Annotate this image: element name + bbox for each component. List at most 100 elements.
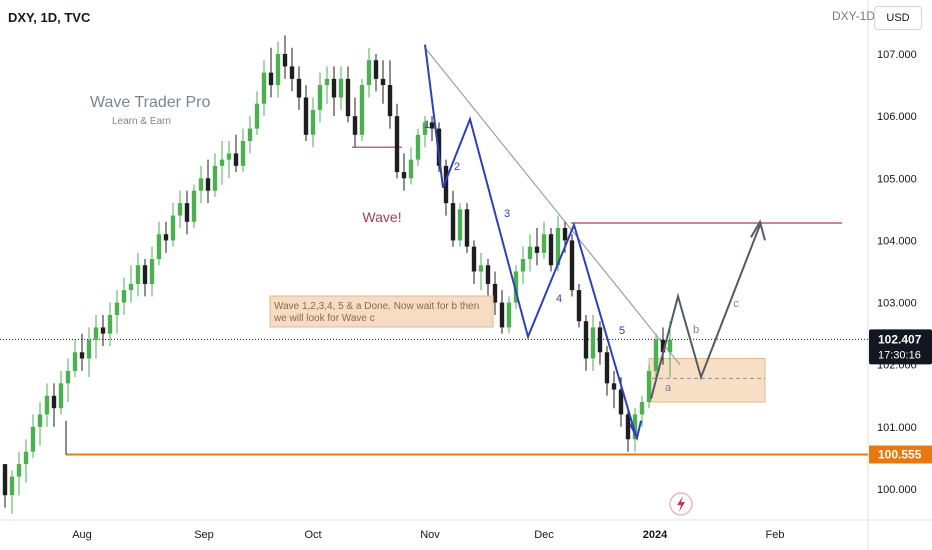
last-price-value: 102.407 [878, 332, 922, 346]
candle-body [156, 234, 162, 260]
candle-body [275, 54, 281, 86]
candle-body [296, 78, 302, 98]
wave-label: 5 [619, 325, 625, 337]
candle-body [359, 85, 365, 135]
candle-body [604, 352, 610, 384]
candle-body [492, 283, 498, 303]
y-tick-label: 104.000 [877, 235, 917, 247]
candle-body [177, 203, 183, 216]
candle-body [170, 215, 176, 241]
candle-body [205, 178, 211, 191]
wave-annotation: Wave! [362, 209, 401, 225]
candle-body [541, 234, 547, 253]
candle-body [198, 178, 204, 191]
wave-label: 1 [424, 119, 430, 131]
note-line: we will look for Wave c [273, 313, 375, 324]
candle-body [51, 395, 57, 409]
candle-body [9, 476, 15, 496]
y-tick-label: 105.000 [877, 173, 917, 185]
candle-body [219, 159, 225, 166]
currency-button[interactable]: USD [874, 6, 922, 30]
projection-path [650, 224, 761, 400]
candle-body [576, 290, 582, 322]
candle-body [93, 327, 99, 340]
candle-body [2, 464, 8, 496]
candle-body [520, 259, 526, 272]
candle-body [268, 72, 274, 86]
candle-body [345, 78, 351, 117]
y-tick-label: 107.000 [877, 49, 917, 61]
candle-body [597, 327, 603, 353]
candle-body [513, 271, 519, 303]
candle-body [100, 327, 106, 334]
candle-body [254, 103, 260, 129]
candle-body [436, 128, 442, 166]
x-tick-label: Oct [304, 529, 321, 541]
candle-body [240, 140, 246, 166]
candle-body [135, 265, 141, 284]
candle-body [632, 414, 638, 440]
candle-body [611, 383, 617, 390]
candle-body [366, 60, 372, 86]
candle-body [478, 265, 484, 272]
symbol-label-right: DXY-1D [832, 9, 875, 23]
candle-body [37, 414, 43, 427]
candle-body [30, 426, 36, 452]
candle-body [625, 414, 631, 440]
note-line: Wave 1,2,3,4, 5 & a Done. Now wait for b… [274, 301, 479, 312]
candle-body [16, 464, 22, 477]
candle-body [226, 153, 232, 160]
symbol-title[interactable]: DXY, 1D, TVC [8, 10, 91, 25]
candle-body [548, 234, 554, 266]
candle-body [233, 153, 239, 166]
candle-body [128, 283, 134, 291]
target-zone [648, 357, 766, 403]
lightning-icon [677, 496, 685, 512]
candle-body [555, 227, 561, 266]
x-tick-label: Aug [72, 529, 92, 541]
candle-body [618, 389, 624, 415]
wave-label: b [693, 324, 699, 336]
candle-body [653, 339, 659, 371]
candle-body [163, 234, 169, 241]
candle-body [534, 246, 540, 253]
candle-body [58, 383, 64, 409]
x-tick-label: Sep [194, 529, 214, 541]
candle-body [149, 259, 155, 284]
candle-body [65, 370, 71, 384]
candle-body [569, 240, 575, 291]
candle-body [107, 314, 113, 334]
candle-body [429, 122, 435, 129]
x-tick-label: Dec [534, 529, 554, 541]
candle-body [79, 352, 85, 359]
candle-body [247, 128, 253, 141]
impulse-wave [424, 44, 637, 437]
note-box [269, 295, 494, 328]
wave-label: c [733, 298, 739, 310]
candle-body [485, 265, 491, 284]
x-tick-label: 2024 [643, 529, 668, 541]
candle-body [464, 209, 470, 247]
candle-body [471, 246, 477, 272]
candle-body [317, 85, 323, 110]
candle-body [303, 97, 309, 135]
wave-label: 4 [556, 293, 562, 305]
candle-body [422, 122, 428, 135]
candle-body [324, 78, 330, 86]
support-value: 100.555 [878, 447, 922, 461]
candle-body [86, 339, 92, 359]
candle-body [261, 72, 267, 104]
candle-body [457, 209, 463, 241]
candle-body [44, 395, 50, 415]
support-badge [869, 445, 932, 464]
candle-body [387, 85, 393, 117]
last-price-countdown: 17:30:16 [878, 349, 921, 361]
candle-body [394, 116, 400, 173]
candle-body [380, 78, 386, 86]
candle-body [443, 165, 449, 204]
trendline [424, 47, 681, 366]
candle-body [373, 60, 379, 79]
candle-body [121, 290, 127, 303]
